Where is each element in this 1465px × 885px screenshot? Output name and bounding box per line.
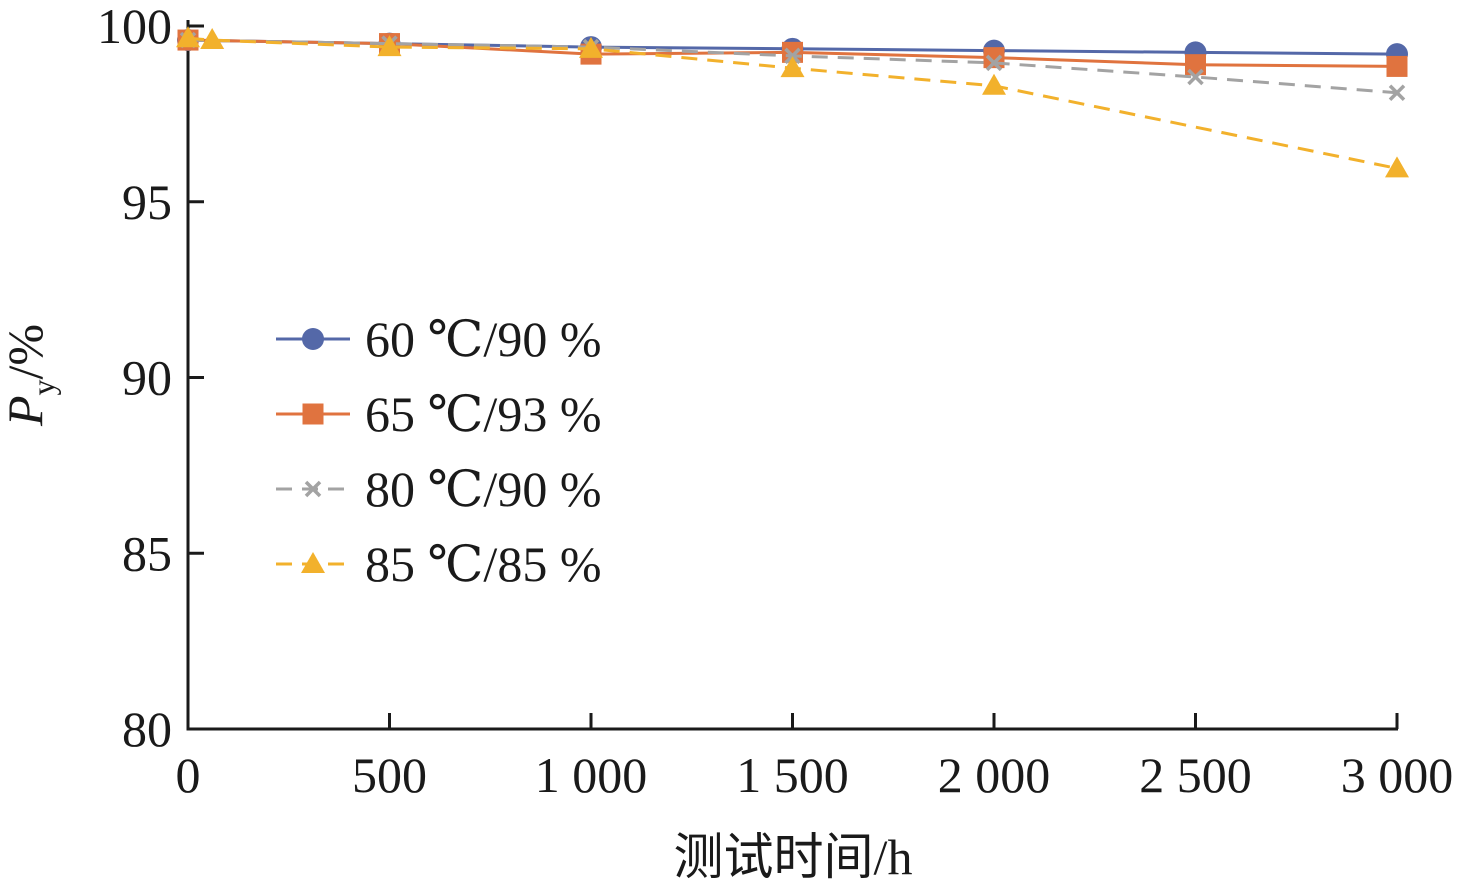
x-ticks: 0 500 1 000 1 500 2 000 2 500 3 000 [176, 713, 1454, 803]
x-tick-label: 1 000 [535, 747, 648, 803]
x-tick-label: 500 [352, 747, 427, 803]
x-marker-stroke [1187, 68, 1204, 86]
legend-marker [302, 403, 324, 425]
series-4 [176, 26, 1409, 178]
legend: 60 ℃/90 % 65 ℃/93 % 80 ℃/90 % 85 ℃/85 % [276, 311, 601, 592]
data-point [782, 41, 803, 63]
x-marker-stroke [784, 47, 801, 65]
y-tick-label: 95 [122, 174, 172, 230]
data-point [985, 54, 1003, 72]
x-tick-label: 0 [176, 747, 201, 803]
x-axis-title: 测试时间/h [674, 829, 913, 885]
y-tick-label: 90 [122, 350, 172, 406]
legend-marker [304, 480, 322, 498]
data-point [377, 35, 402, 57]
legend-item: 60 ℃/90 % [276, 311, 601, 367]
x-marker-stroke [985, 54, 1003, 72]
data-point [1187, 68, 1204, 86]
y-tick-label: 80 [122, 701, 172, 757]
data-point [176, 26, 200, 48]
axes [186, 20, 1398, 731]
legend-label: 65 ℃/93 % [365, 386, 601, 442]
y-tick-label: 85 [122, 525, 172, 581]
legend-label: 80 ℃/90 % [365, 461, 601, 517]
data-point [579, 36, 603, 58]
y-axis-title-main: P [0, 396, 53, 428]
data-point [200, 28, 225, 50]
data-point [1386, 55, 1408, 77]
series-layer [176, 26, 1409, 178]
data-point [982, 73, 1006, 95]
x-marker-stroke [304, 480, 322, 498]
legend-item: 65 ℃/93 % [276, 386, 601, 442]
y-axis-title: Py/% [0, 324, 61, 427]
legend-marker [301, 552, 325, 573]
legend-label: 60 ℃/90 % [365, 311, 601, 367]
y-axis-title-unit: /% [0, 324, 53, 380]
data-point [1388, 84, 1406, 102]
y-tick-label: 100 [97, 0, 172, 54]
x-tick-label: 3 000 [1341, 747, 1454, 803]
y-ticks: 80 85 90 95 100 [97, 0, 204, 757]
x-tick-label: 2 500 [1139, 747, 1252, 803]
legend-marker [302, 328, 324, 350]
y-axis-title-subscript: y [25, 380, 61, 396]
legend-item: 80 ℃/90 % [276, 461, 601, 517]
legend-item: 85 ℃/85 % [276, 536, 601, 592]
x-marker-stroke [1388, 84, 1406, 102]
data-point [784, 47, 801, 65]
legend-label: 85 ℃/85 % [365, 536, 601, 592]
data-point [1385, 156, 1409, 178]
x-tick-label: 2 000 [938, 747, 1051, 803]
x-tick-label: 1 500 [736, 747, 849, 803]
data-point [780, 56, 805, 78]
